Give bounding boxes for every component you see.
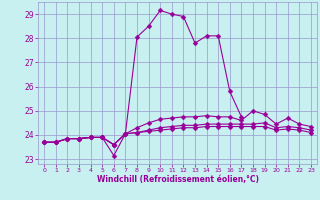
X-axis label: Windchill (Refroidissement éolien,°C): Windchill (Refroidissement éolien,°C) bbox=[97, 175, 259, 184]
